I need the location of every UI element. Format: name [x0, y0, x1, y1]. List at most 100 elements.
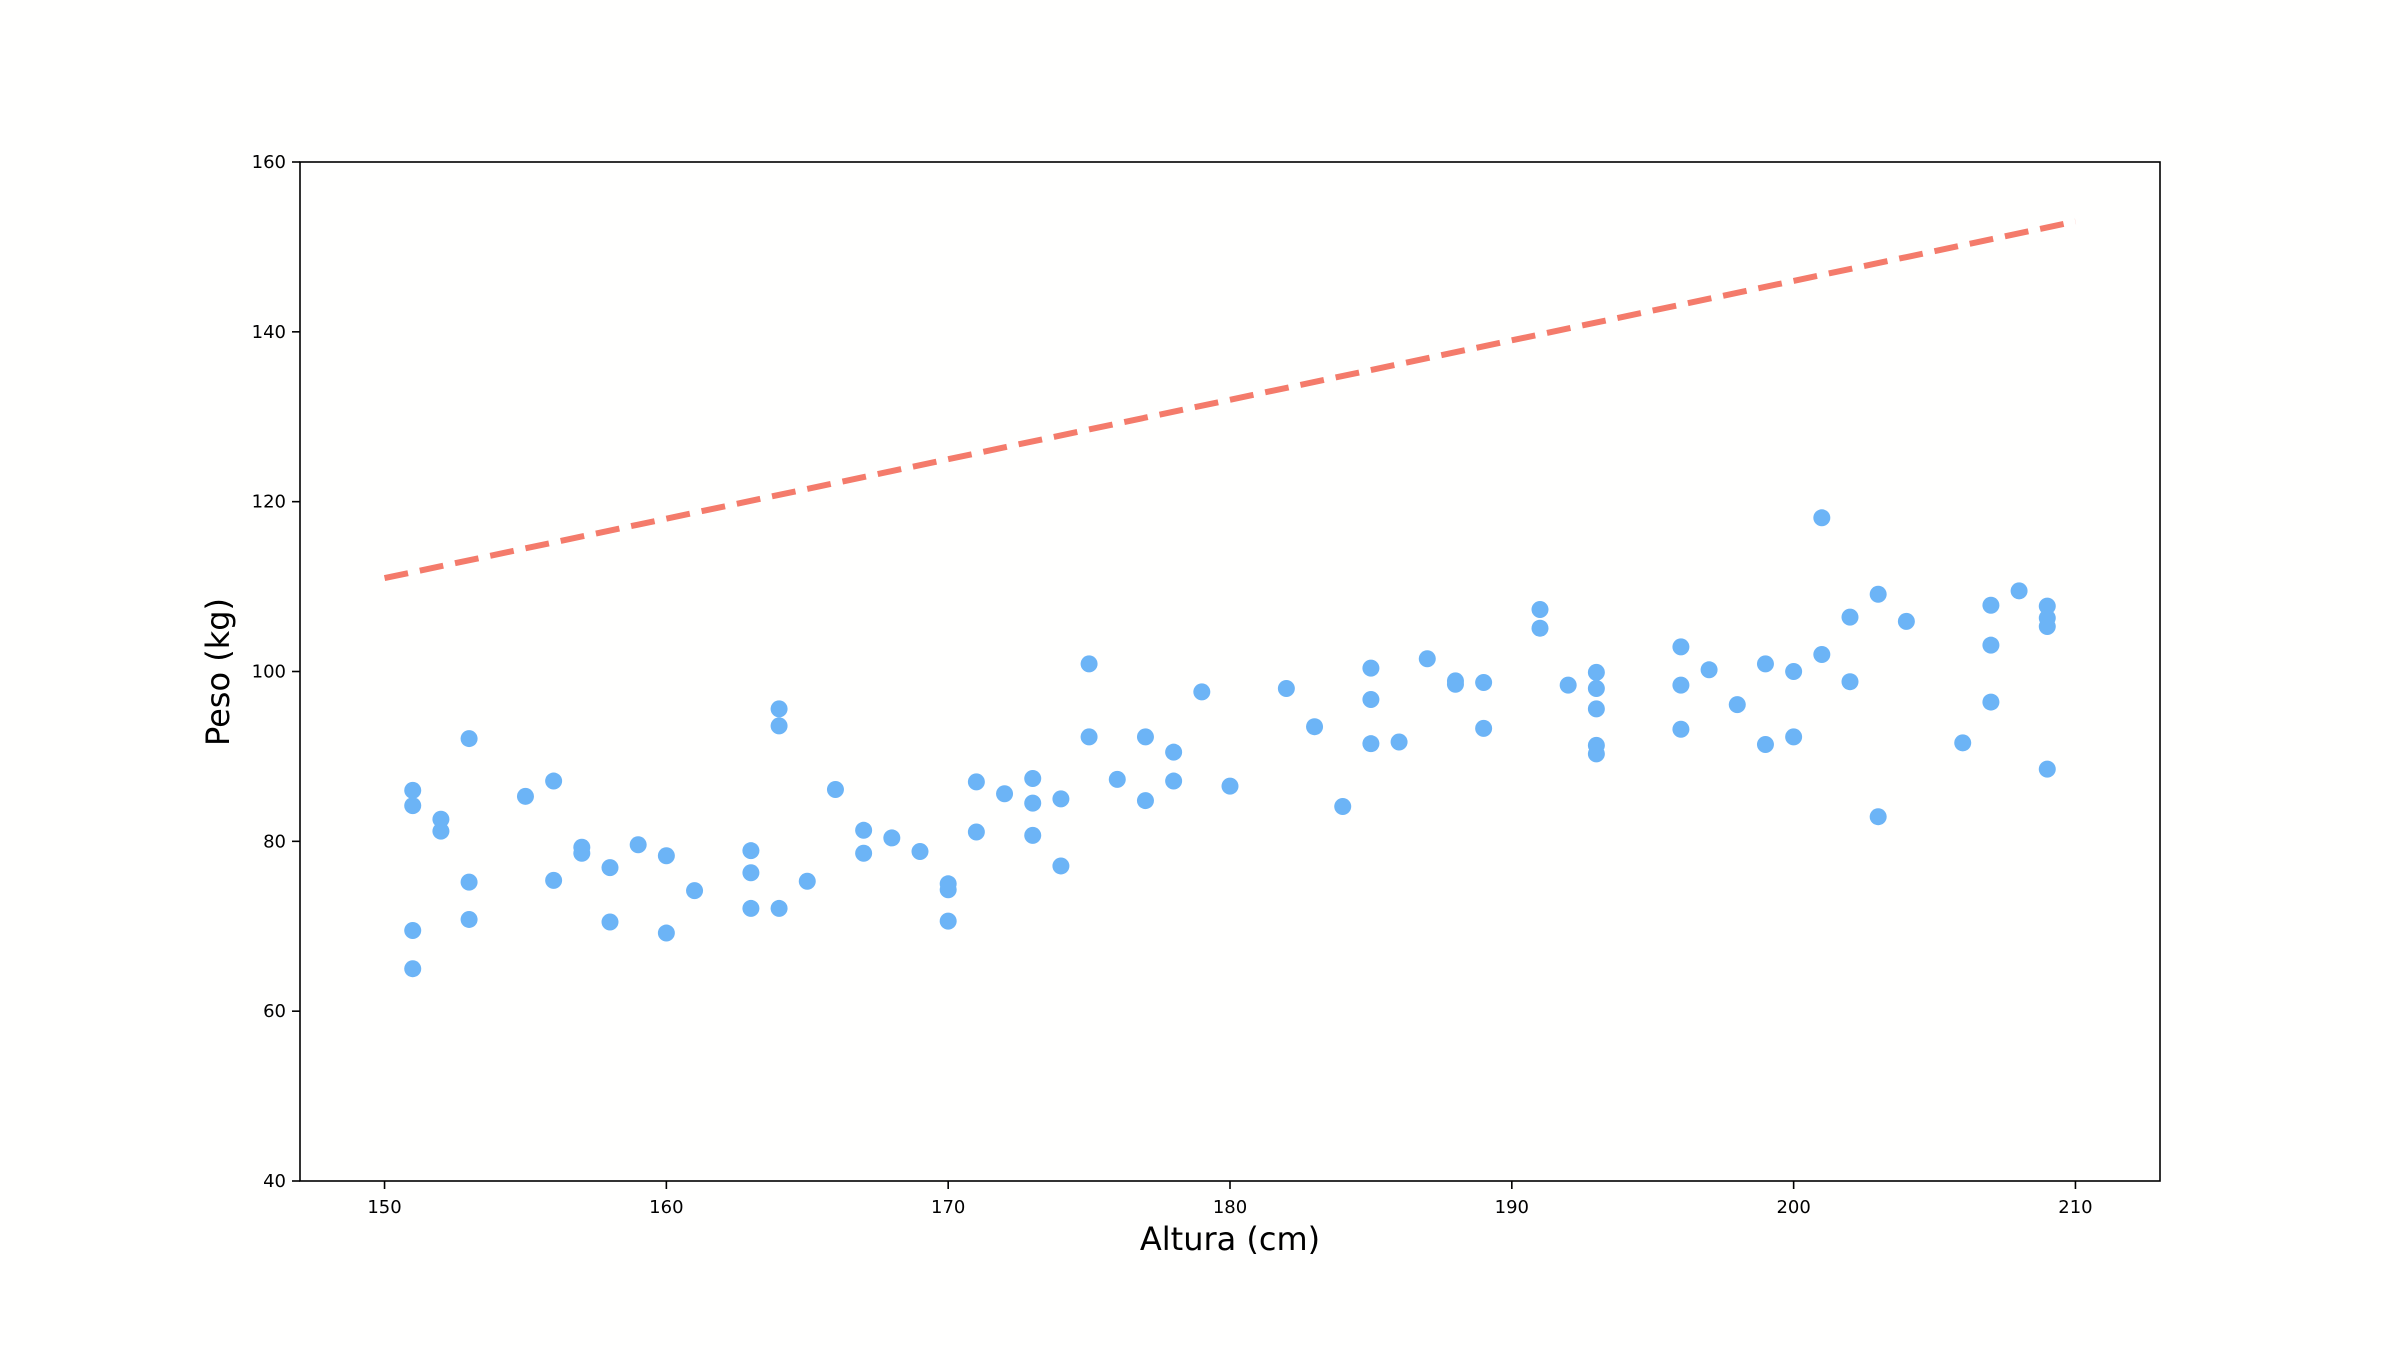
data-point: [1024, 794, 1042, 812]
data-point: [1052, 790, 1070, 808]
data-point: [2038, 760, 2056, 778]
data-point: [1080, 728, 1098, 746]
data-point: [1897, 612, 1915, 630]
data-point: [629, 836, 647, 854]
data-point: [1334, 798, 1352, 816]
data-point: [967, 823, 985, 841]
data-point: [1982, 636, 2000, 654]
data-point: [1587, 745, 1605, 763]
data-point: [1756, 655, 1774, 673]
data-point: [1024, 826, 1042, 844]
data-point: [1531, 619, 1549, 637]
data-point: [742, 842, 760, 860]
data-point: [883, 829, 901, 847]
data-point: [1193, 683, 1211, 701]
data-point: [404, 781, 422, 799]
data-point: [1869, 585, 1887, 603]
data-point: [1475, 674, 1493, 692]
data-point: [1672, 676, 1690, 694]
data-point: [1587, 663, 1605, 681]
x-axis-ticks: 150 160 170 180 190 200 210: [367, 1181, 2093, 1218]
data-point: [1700, 661, 1718, 679]
data-point: [967, 773, 985, 791]
data-point: [657, 847, 675, 865]
y-tick-label: 60: [263, 1001, 286, 1022]
data-point: [404, 960, 422, 978]
data-point: [1672, 720, 1690, 738]
data-point: [1390, 733, 1408, 751]
data-point: [1841, 673, 1859, 691]
data-point: [601, 913, 619, 931]
data-point: [516, 787, 534, 805]
y-tick-label: 160: [252, 152, 286, 173]
data-point: [2038, 617, 2056, 635]
data-point: [1813, 646, 1831, 664]
data-point: [1813, 509, 1831, 527]
y-tick-label: 100: [252, 662, 286, 683]
x-tick-label: 160: [649, 1197, 683, 1218]
y-tick-label: 80: [263, 831, 286, 852]
data-point: [1785, 728, 1803, 746]
data-point: [1362, 659, 1380, 677]
data-point: [573, 844, 591, 862]
data-point: [1418, 650, 1436, 668]
data-point: [432, 822, 450, 840]
data-point: [770, 899, 788, 917]
data-point: [1672, 638, 1690, 656]
data-point: [2038, 597, 2056, 615]
data-point: [1841, 608, 1859, 626]
data-point: [1728, 696, 1746, 714]
data-point: [1136, 792, 1154, 810]
scatter-points: [404, 509, 2056, 978]
data-point: [686, 882, 704, 900]
x-tick-label: 210: [2058, 1197, 2092, 1218]
data-point: [1165, 743, 1183, 761]
data-point: [1869, 808, 1887, 826]
data-point: [1024, 769, 1042, 787]
data-point: [1982, 596, 2000, 614]
data-point: [545, 871, 563, 889]
data-point: [657, 924, 675, 942]
data-point: [1587, 679, 1605, 697]
data-point: [460, 730, 478, 748]
data-point: [1277, 679, 1295, 697]
y-tick-label: 140: [252, 322, 286, 343]
data-point: [1165, 772, 1183, 790]
data-point: [1136, 728, 1154, 746]
x-tick-label: 190: [1495, 1197, 1529, 1218]
data-point: [1362, 735, 1380, 753]
x-tick-label: 170: [931, 1197, 965, 1218]
data-point: [432, 810, 450, 828]
data-point: [601, 859, 619, 877]
x-tick-label: 150: [367, 1197, 401, 1218]
data-point: [855, 821, 873, 839]
data-point: [798, 872, 816, 890]
data-point: [460, 910, 478, 928]
data-point: [939, 881, 957, 899]
y-tick-label: 40: [263, 1171, 286, 1192]
data-point: [911, 843, 929, 861]
data-point: [1475, 719, 1493, 737]
data-point: [1362, 691, 1380, 709]
data-point: [1446, 675, 1464, 693]
data-point: [1108, 770, 1126, 788]
data-point: [404, 921, 422, 939]
x-tick-label: 200: [1776, 1197, 1810, 1218]
data-point: [742, 864, 760, 882]
y-axis-ticks: 40 60 80 100 120 140 160: [252, 152, 300, 1192]
y-axis-label: Peso (kg): [199, 598, 237, 746]
data-point: [1756, 736, 1774, 754]
data-point: [460, 873, 478, 891]
x-tick-label: 180: [1213, 1197, 1247, 1218]
y-tick-label: 120: [252, 492, 286, 513]
x-axis-label: Altura (cm): [1140, 1220, 1320, 1258]
data-point: [1306, 718, 1324, 736]
data-point: [770, 717, 788, 735]
data-point: [1052, 857, 1070, 875]
data-point: [1982, 693, 2000, 711]
data-point: [1531, 601, 1549, 619]
plot-frame: [299, 161, 2161, 1182]
data-point: [1587, 700, 1605, 718]
dashed-reference-line: [383, 218, 2077, 582]
